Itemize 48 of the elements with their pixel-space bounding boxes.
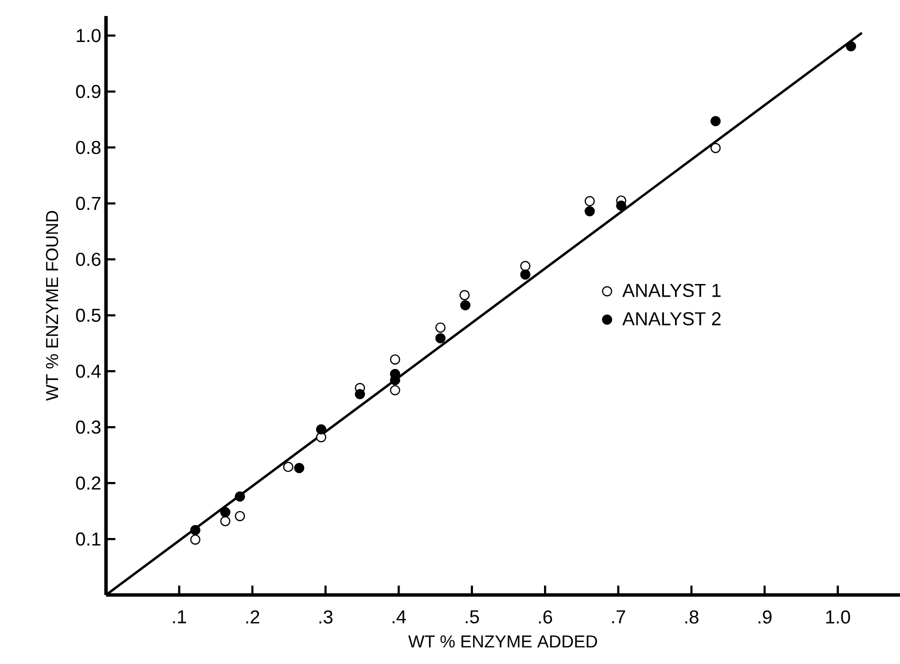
point: [460, 300, 470, 310]
point: [190, 534, 200, 545]
x-tick-label: .3: [319, 610, 333, 624]
point: [459, 290, 470, 300]
point: [435, 333, 446, 344]
y-tick-label: 0.2: [76, 476, 100, 490]
x-tick-label: .8: [685, 610, 698, 624]
x-tick-label: .4: [392, 610, 406, 624]
point: [520, 269, 530, 280]
point: [234, 491, 246, 502]
y-tick-label: 0.3: [76, 420, 100, 434]
y-tick-label: 0.9: [76, 84, 100, 98]
point: [584, 196, 595, 206]
point: [710, 116, 721, 126]
legend-label: ANALYST 1: [622, 284, 721, 298]
point: [520, 260, 530, 272]
point: [234, 510, 246, 522]
x-tick-label: .2: [246, 610, 260, 624]
point: [584, 206, 595, 216]
y-tick-label: 0.4: [76, 364, 101, 378]
x-axis-title: WT % ENZYME ADDED: [408, 635, 598, 648]
point: [316, 424, 326, 435]
y-tick-label: 1.0: [76, 28, 101, 42]
point: [283, 462, 294, 472]
y-tick-label: 0.6: [76, 252, 100, 266]
y-tick-label: 0.5: [76, 308, 101, 322]
point: [354, 389, 366, 400]
point: [846, 41, 856, 52]
y-tick-label: 0.8: [76, 140, 100, 154]
point: [220, 507, 230, 518]
point: [390, 385, 400, 396]
point: [710, 142, 721, 154]
point: [390, 354, 400, 365]
x-tick-label: .5: [466, 610, 479, 624]
x-tick-label: 1.0: [826, 610, 850, 624]
point: [220, 516, 230, 526]
x-tick-label: .6: [539, 610, 552, 624]
x-tick-label: .9: [758, 610, 772, 624]
y-tick-label: 0.1: [76, 532, 100, 546]
x-tick-label: .7: [612, 610, 626, 624]
y-axis-title: WT % ENZYME FOUND: [46, 211, 58, 401]
point: [616, 200, 626, 211]
legend-label: ANALYST 2: [622, 312, 721, 326]
point: [294, 462, 304, 474]
y-tick-label: 0.7: [76, 196, 100, 210]
point: [435, 322, 446, 333]
point: [190, 524, 200, 536]
x-tick-label: .1: [173, 610, 186, 624]
